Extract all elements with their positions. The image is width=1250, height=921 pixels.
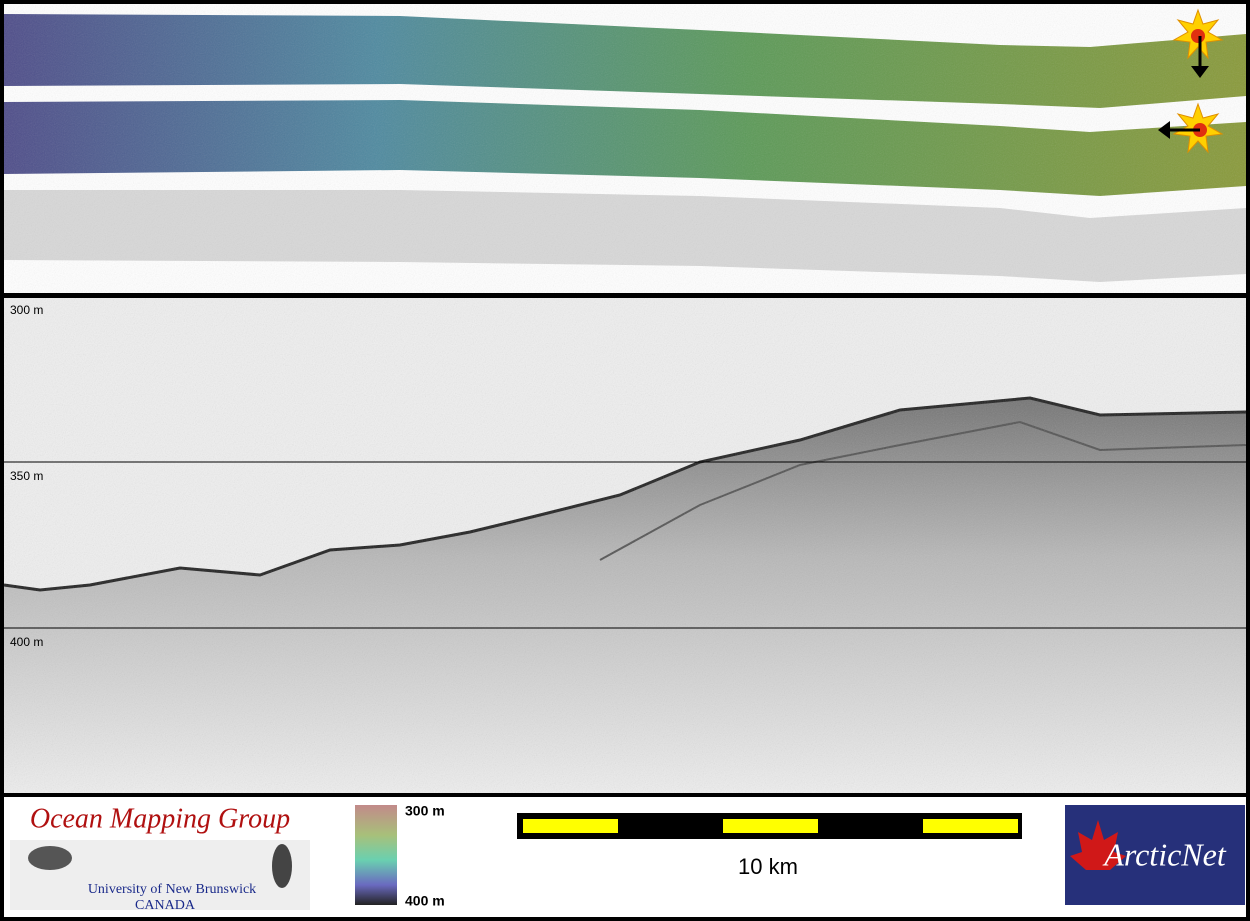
logo-shape xyxy=(272,844,292,888)
scale-segment xyxy=(523,819,618,833)
maple-leaf xyxy=(1070,820,1126,870)
logo-shape xyxy=(28,846,72,870)
depth-label: 350 m xyxy=(10,469,43,483)
colorbar-label: 400 m xyxy=(405,893,445,909)
texture xyxy=(4,298,1246,793)
depth-label: 300 m xyxy=(10,303,43,317)
logo-subtitle: University of New Brunswick xyxy=(88,882,256,897)
scale-label: 10 km xyxy=(738,854,798,879)
partner-name: ArcticNet xyxy=(1102,836,1227,872)
sun-icon xyxy=(1158,102,1224,154)
scale-segment xyxy=(923,819,1018,833)
depth-label: 400 m xyxy=(10,635,43,649)
texture xyxy=(4,4,1246,293)
logo-title: Ocean Mapping Group xyxy=(30,803,290,834)
logo-country: CANADA xyxy=(135,898,196,913)
sun-icon xyxy=(1172,8,1224,78)
colorbar xyxy=(355,805,397,905)
scale-segment xyxy=(723,819,818,833)
colorbar-label: 300 m xyxy=(405,803,445,819)
